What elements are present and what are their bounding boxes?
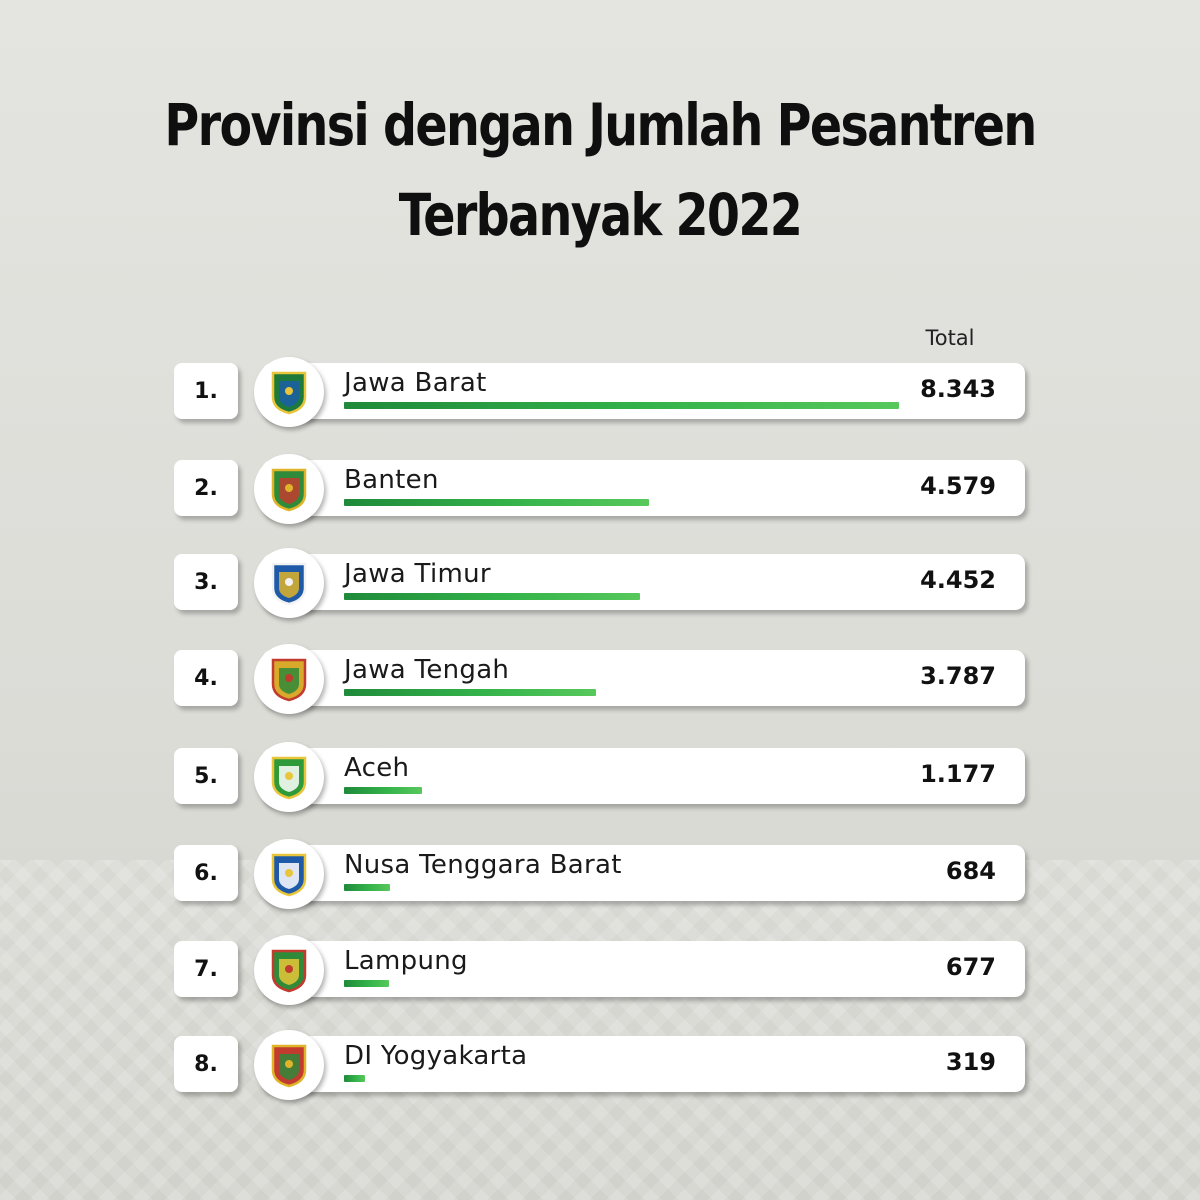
title-line-2: Terbanyak 2022 xyxy=(398,181,803,249)
row-card xyxy=(262,845,1025,901)
ranking-row: 8. DI Yogyakarta 319 xyxy=(0,1030,1200,1101)
ranking-row: 1. Jawa Barat 8.343 xyxy=(0,357,1200,428)
province-name: Jawa Tengah xyxy=(344,655,510,685)
background-photo xyxy=(0,860,1200,1200)
province-name: Aceh xyxy=(344,753,410,783)
value-bar xyxy=(344,1075,366,1082)
row-card xyxy=(262,363,1025,419)
value-bar xyxy=(344,884,390,891)
value-label: 677 xyxy=(945,953,996,981)
row-card xyxy=(262,1036,1025,1092)
value-label: 1.177 xyxy=(920,760,996,788)
row-card xyxy=(262,748,1025,804)
jawa-timur-emblem-icon xyxy=(254,548,324,618)
value-bar xyxy=(344,787,423,794)
value-label: 8.343 xyxy=(920,375,996,403)
province-name: Jawa Timur xyxy=(344,559,491,589)
aceh-emblem-icon xyxy=(254,742,324,812)
value-label: 319 xyxy=(945,1048,996,1076)
ranking-row: 2. Banten 4.579 xyxy=(0,454,1200,525)
chart-title: Provinsi dengan Jumlah Pesantren Terbany… xyxy=(108,80,1092,260)
row-card xyxy=(262,554,1025,610)
province-name: Jawa Barat xyxy=(344,368,487,398)
title-line-1: Provinsi dengan Jumlah Pesantren xyxy=(164,91,1037,159)
value-label: 4.579 xyxy=(920,472,996,500)
rank-number: 7. xyxy=(174,941,238,997)
province-name: Nusa Tenggara Barat xyxy=(344,850,622,880)
rank-number: 2. xyxy=(174,460,238,516)
jawa-tengah-emblem-icon xyxy=(254,644,324,714)
row-card xyxy=(262,941,1025,997)
province-name: DI Yogyakarta xyxy=(344,1041,528,1071)
ranking-row: 7. Lampung 677 xyxy=(0,935,1200,1006)
province-name: Banten xyxy=(344,465,439,495)
rank-number: 8. xyxy=(174,1036,238,1092)
value-bar xyxy=(344,980,390,987)
row-card xyxy=(262,650,1025,706)
province-name: Lampung xyxy=(344,946,468,976)
ranking-row: 3. Jawa Timur 4.452 xyxy=(0,548,1200,619)
value-label: 3.787 xyxy=(920,662,996,690)
rank-number: 4. xyxy=(174,650,238,706)
rank-number: 5. xyxy=(174,748,238,804)
jawa-barat-emblem-icon xyxy=(254,357,324,427)
rank-number: 6. xyxy=(174,845,238,901)
value-bar xyxy=(344,689,596,696)
value-bar xyxy=(344,593,641,600)
yogyakarta-emblem-icon xyxy=(254,1030,324,1100)
value-bar xyxy=(344,402,899,409)
value-label: 684 xyxy=(945,857,996,885)
rank-number: 3. xyxy=(174,554,238,610)
lampung-emblem-icon xyxy=(254,935,324,1005)
row-card xyxy=(262,460,1025,516)
ntb-emblem-icon xyxy=(254,839,324,909)
ranking-row: 6. Nusa Tenggara Barat 684 xyxy=(0,839,1200,910)
ranking-row: 4. Jawa Tengah 3.787 xyxy=(0,644,1200,715)
rank-number: 1. xyxy=(174,363,238,419)
value-bar xyxy=(344,499,649,506)
value-label: 4.452 xyxy=(920,566,996,594)
ranking-row: 5. Aceh 1.177 xyxy=(0,742,1200,813)
total-column-header: Total xyxy=(925,326,975,350)
banten-emblem-icon xyxy=(254,454,324,524)
